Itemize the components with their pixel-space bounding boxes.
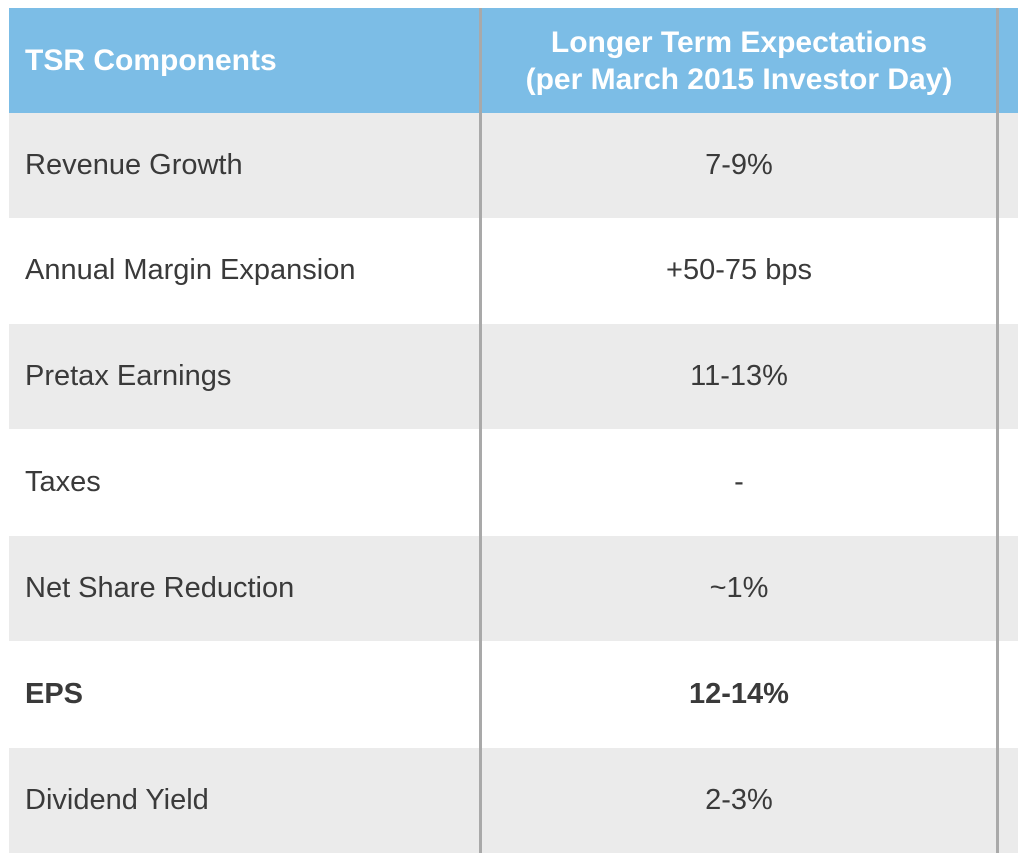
table-row: Net Share Reduction ~1% (9, 536, 1018, 641)
row-expectation: 11-13% (690, 360, 788, 392)
row-expectation: ~1% (709, 572, 769, 604)
row-component: Dividend Yield (25, 784, 209, 816)
header-subtitle-line: (per March 2015 Investor Day) (525, 62, 953, 96)
table-row: Taxes - (9, 430, 1018, 535)
row-component: Net Share Reduction (25, 572, 295, 604)
table-row: Pretax Earnings 11-13% (9, 324, 1018, 429)
column-divider (479, 8, 482, 853)
column-divider (996, 8, 999, 853)
row-component: EPS (25, 678, 84, 710)
row-component: Pretax Earnings (25, 360, 232, 392)
row-expectation: 7-9% (705, 149, 773, 181)
header-longer-term-expectations: Longer Term Expectations (per March 2015… (481, 8, 997, 113)
table-row: EPS 12-14% (9, 642, 1018, 747)
header-title-line: Longer Term Expectations (550, 25, 928, 59)
row-expectation: - (734, 466, 744, 498)
tsr-table: TSR Components Longer Term Expectations … (9, 8, 1018, 853)
row-expectation: 2-3% (705, 784, 773, 816)
row-expectation: +50-75 bps (666, 254, 812, 286)
row-component: Taxes (25, 466, 101, 498)
header-tsr-components: TSR Components (25, 43, 277, 77)
table-header: TSR Components Longer Term Expectations … (9, 8, 1018, 113)
row-component: Revenue Growth (25, 149, 243, 181)
table-row: Annual Margin Expansion +50-75 bps (9, 218, 1018, 323)
table-row: Revenue Growth 7-9% (9, 113, 1018, 218)
row-component: Annual Margin Expansion (25, 254, 356, 286)
table-row: Dividend Yield 2-3% (9, 748, 1018, 853)
row-expectation: 12-14% (689, 678, 789, 710)
